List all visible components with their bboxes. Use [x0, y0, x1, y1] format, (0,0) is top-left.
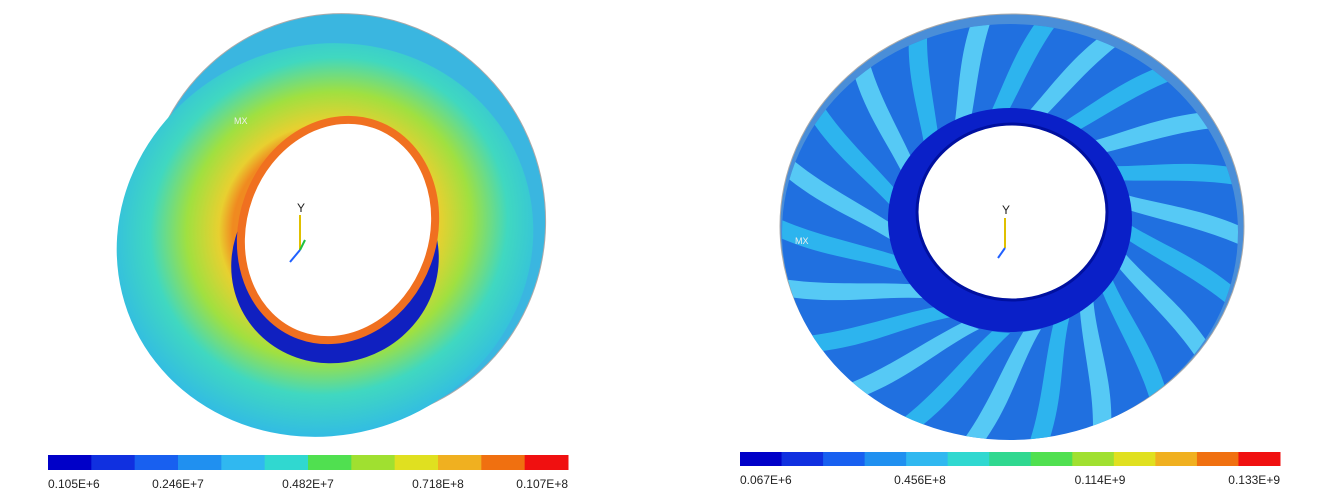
- colorbar-swatch: [221, 455, 265, 470]
- right-model: [729, 0, 1290, 492]
- colorbar-swatch: [782, 452, 824, 466]
- colorbar-swatch: [1238, 452, 1280, 466]
- colorbar: 0.067E+6 0.456E+8 0.114E+9 0.133E+9: [740, 452, 1281, 487]
- triad-label: Y: [297, 201, 305, 215]
- colorbar-swatch: [178, 455, 222, 470]
- colorbar-swatch: [906, 452, 948, 466]
- colorbar-swatch: [265, 455, 309, 470]
- colorbar-swatch: [823, 452, 865, 466]
- colorbar-swatch: [48, 455, 92, 470]
- left-model: [61, 0, 603, 495]
- colorbar-swatch: [351, 455, 395, 470]
- colorbar-swatch: [989, 452, 1031, 466]
- colorbar-swatch: [91, 455, 135, 470]
- colorbar-swatch: [308, 455, 352, 470]
- colorbar-swatch: [1031, 452, 1073, 466]
- colorbar-label: 0.114E+9: [1075, 473, 1126, 487]
- colorbar-label: 0.482E+7: [282, 477, 334, 491]
- colorbar-label: 0.456E+8: [894, 473, 946, 487]
- colorbar-swatch: [1197, 452, 1239, 466]
- max-marker: MX: [234, 116, 248, 126]
- colorbar-swatch: [865, 452, 907, 466]
- colorbar-swatch: [1114, 452, 1156, 466]
- colorbar-swatch: [395, 455, 439, 470]
- colorbar-swatch: [481, 455, 525, 470]
- colorbar-swatch: [1155, 452, 1197, 466]
- colorbar-swatch: [740, 452, 782, 466]
- fea-results: Y MX Y MX 0.105E+6 0.246E+7 0.482E+7 0.718E…: [0, 0, 1336, 504]
- colorbar-label: 0.246E+7: [152, 477, 204, 491]
- colorbar-swatch: [948, 452, 990, 466]
- triad-label: Y: [1002, 203, 1010, 217]
- colorbar-swatch: [1072, 452, 1114, 466]
- colorbar-label: 0.107E+8: [516, 477, 568, 491]
- colorbar-label: 0.718E+8: [412, 477, 464, 491]
- colorbar: 0.105E+6 0.246E+7 0.482E+7 0.718E+8 0.107E+8: [48, 455, 569, 491]
- colorbar-label: 0.105E+6: [48, 477, 100, 491]
- max-marker: MX: [795, 236, 809, 246]
- colorbar-swatch: [525, 455, 569, 470]
- colorbar-swatch: [438, 455, 482, 470]
- colorbar-swatch: [135, 455, 179, 470]
- colorbar-label: 0.067E+6: [740, 473, 792, 487]
- colorbar-label: 0.133E+9: [1228, 473, 1280, 487]
